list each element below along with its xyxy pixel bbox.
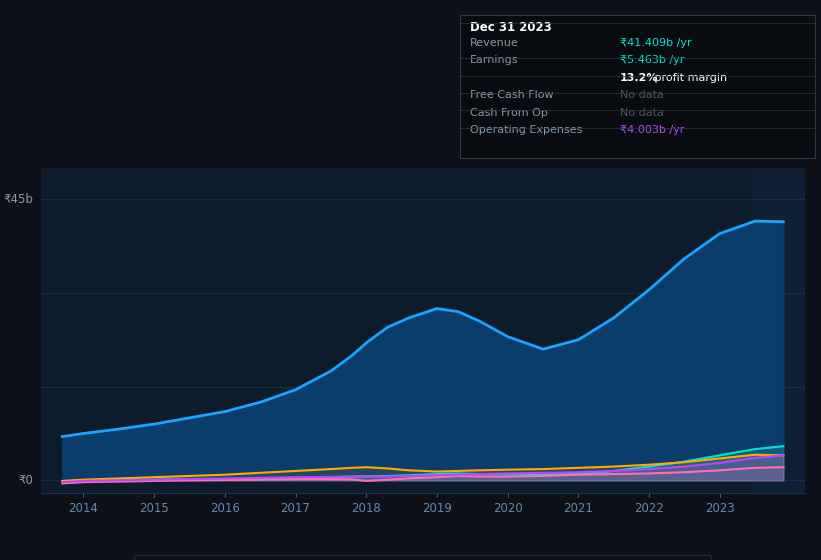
Text: Revenue: Revenue (470, 38, 519, 48)
Text: No data: No data (620, 90, 664, 100)
Legend: Revenue, Earnings, Free Cash Flow, Cash From Op, Operating Expenses: Revenue, Earnings, Free Cash Flow, Cash … (135, 556, 711, 560)
Text: profit margin: profit margin (651, 73, 727, 83)
Text: Free Cash Flow: Free Cash Flow (470, 90, 553, 100)
Text: ₹45b: ₹45b (3, 193, 34, 206)
Text: ₹41.409b /yr: ₹41.409b /yr (620, 38, 692, 48)
Text: Cash From Op: Cash From Op (470, 108, 548, 118)
Text: Operating Expenses: Operating Expenses (470, 125, 582, 135)
Text: 13.2%: 13.2% (620, 73, 658, 83)
Text: Dec 31 2023: Dec 31 2023 (470, 21, 552, 34)
Text: ₹4.003b /yr: ₹4.003b /yr (620, 125, 685, 135)
Text: ₹0: ₹0 (19, 474, 34, 487)
Text: ₹5.463b /yr: ₹5.463b /yr (620, 55, 685, 66)
Text: No data: No data (620, 108, 664, 118)
Text: Earnings: Earnings (470, 55, 518, 66)
Bar (751, 168, 805, 493)
